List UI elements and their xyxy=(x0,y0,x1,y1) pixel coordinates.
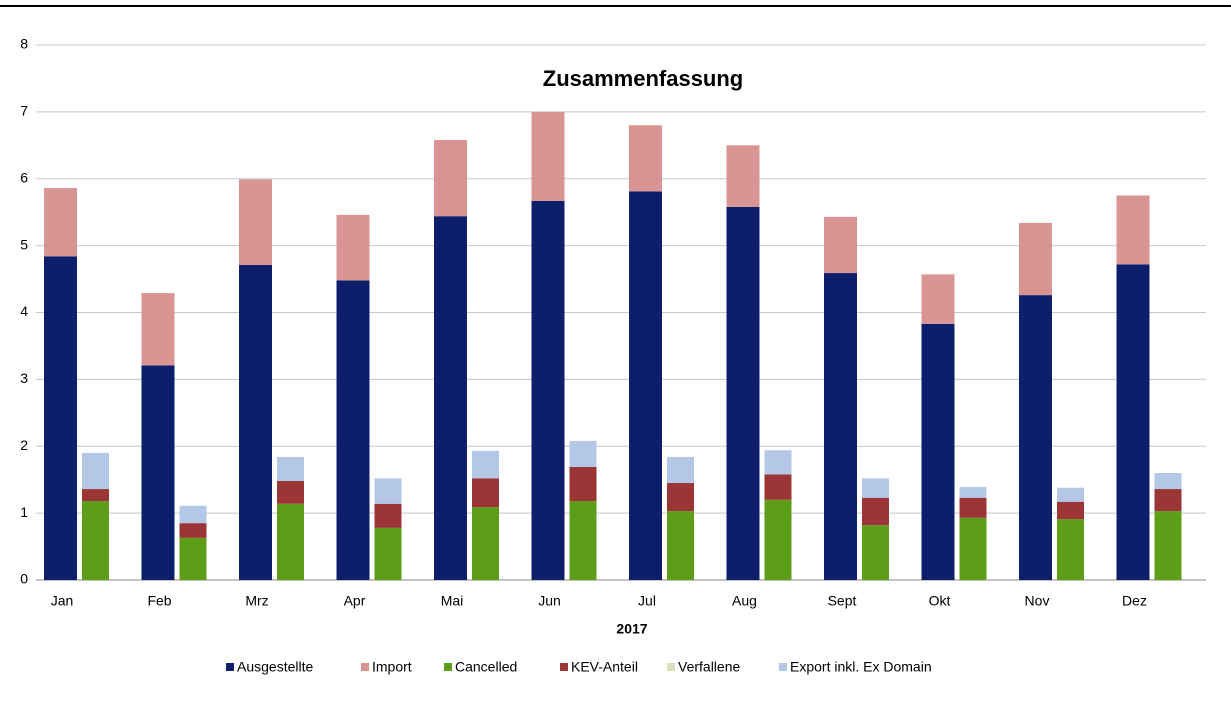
bar-segment xyxy=(569,440,597,467)
x-tick-label: Okt xyxy=(929,593,951,609)
bar-segment xyxy=(569,501,597,580)
x-tick-label: Aug xyxy=(732,593,757,609)
bar-segment xyxy=(531,200,565,580)
y-tick-label: 8 xyxy=(20,36,28,52)
bar-segment xyxy=(1154,489,1182,512)
bar-segment xyxy=(959,517,987,580)
bar-segment xyxy=(764,450,792,475)
bar-segment xyxy=(862,497,889,526)
bar-segment xyxy=(1057,501,1084,520)
bar-segment xyxy=(726,145,760,207)
bar-segment xyxy=(862,478,889,498)
y-tick-label: 2 xyxy=(20,437,28,453)
x-tick-label: Dez xyxy=(1122,593,1147,609)
legend-label: KEV-Anteil xyxy=(571,659,638,675)
bar-segment xyxy=(82,489,109,502)
bar-segment xyxy=(141,365,175,580)
bar-segment xyxy=(921,274,955,324)
y-tick-label: 1 xyxy=(20,504,28,520)
y-tick-label: 6 xyxy=(20,169,28,185)
bar-segment xyxy=(1154,473,1182,490)
legend-swatch xyxy=(667,663,675,671)
bar-segment xyxy=(824,273,857,580)
x-axis-title: 2017 xyxy=(616,621,647,637)
bar-segment xyxy=(239,265,272,580)
bar-segment xyxy=(959,497,987,518)
bar-segment xyxy=(629,191,662,581)
x-tick-label: Sept xyxy=(828,593,857,609)
bar-segment xyxy=(179,537,207,580)
bar-segment xyxy=(82,501,109,580)
bar-segment xyxy=(667,483,694,512)
bar-segment xyxy=(472,507,499,580)
bar-segment xyxy=(1057,519,1084,580)
bar-segment xyxy=(667,456,694,484)
bar-segment xyxy=(726,206,760,580)
x-tick-label: Apr xyxy=(344,593,366,609)
bar-segment xyxy=(862,525,889,580)
legend-label: Verfallene xyxy=(678,659,740,675)
bar-segment xyxy=(374,527,402,580)
chart-title: Zusammenfassung xyxy=(543,66,744,91)
bar-segment xyxy=(374,503,402,528)
y-tick-label: 3 xyxy=(20,370,28,386)
y-tick-label: 7 xyxy=(20,103,28,119)
legend-swatch xyxy=(444,663,452,671)
bar-segment xyxy=(824,216,857,274)
bar-segment xyxy=(277,456,304,482)
x-tick-label: Feb xyxy=(147,593,171,609)
bar-segment xyxy=(239,179,272,266)
bar-segment xyxy=(569,466,597,502)
x-tick-label: Mai xyxy=(441,593,464,609)
x-tick-label: Jun xyxy=(538,593,561,609)
y-tick-label: 5 xyxy=(20,236,28,252)
legend-label: Import xyxy=(372,659,412,675)
x-tick-label: Jul xyxy=(638,593,656,609)
bar-segment xyxy=(1116,195,1150,265)
bar-segment xyxy=(82,452,109,490)
x-tick-label: Mrz xyxy=(245,593,268,609)
bar-segment xyxy=(1057,487,1084,502)
bar-segment xyxy=(667,511,694,580)
bar-segment xyxy=(959,487,987,498)
bar-segment xyxy=(336,280,370,580)
x-tick-label: Nov xyxy=(1025,593,1050,609)
bar-segment xyxy=(1154,511,1182,580)
bar-segment xyxy=(434,216,467,580)
bar-segment xyxy=(141,293,175,366)
legend-swatch xyxy=(361,663,369,671)
bar-segment xyxy=(1116,264,1150,580)
bar-segment xyxy=(44,256,77,580)
bar-segment xyxy=(629,125,662,192)
bar-segment xyxy=(336,214,370,281)
bar-segment xyxy=(277,503,304,580)
bar-segment xyxy=(1019,222,1052,296)
legend-label: Ausgestellte xyxy=(237,659,313,675)
bar-segment xyxy=(179,523,207,538)
legend-swatch xyxy=(226,663,234,671)
bar-segment xyxy=(44,188,77,257)
bar-segment xyxy=(179,505,207,524)
legend-swatch xyxy=(560,663,568,671)
legend-label: Export inkl. Ex Domain xyxy=(790,659,932,675)
legend-label: Cancelled xyxy=(455,659,517,675)
bar-segment xyxy=(472,450,499,479)
bar-segment xyxy=(434,139,467,217)
bar-segment xyxy=(921,323,955,580)
y-tick-label: 4 xyxy=(20,303,28,319)
y-tick-label: 0 xyxy=(20,571,28,587)
bar-segment xyxy=(277,481,304,504)
legend-swatch xyxy=(779,663,787,671)
bar-segment xyxy=(764,474,792,500)
bar-segment xyxy=(374,478,402,504)
bar-segment xyxy=(1019,295,1052,580)
bar-segment xyxy=(764,499,792,580)
bar-segment xyxy=(472,478,499,508)
x-tick-label: Jan xyxy=(51,593,74,609)
bar-segment xyxy=(531,111,565,201)
